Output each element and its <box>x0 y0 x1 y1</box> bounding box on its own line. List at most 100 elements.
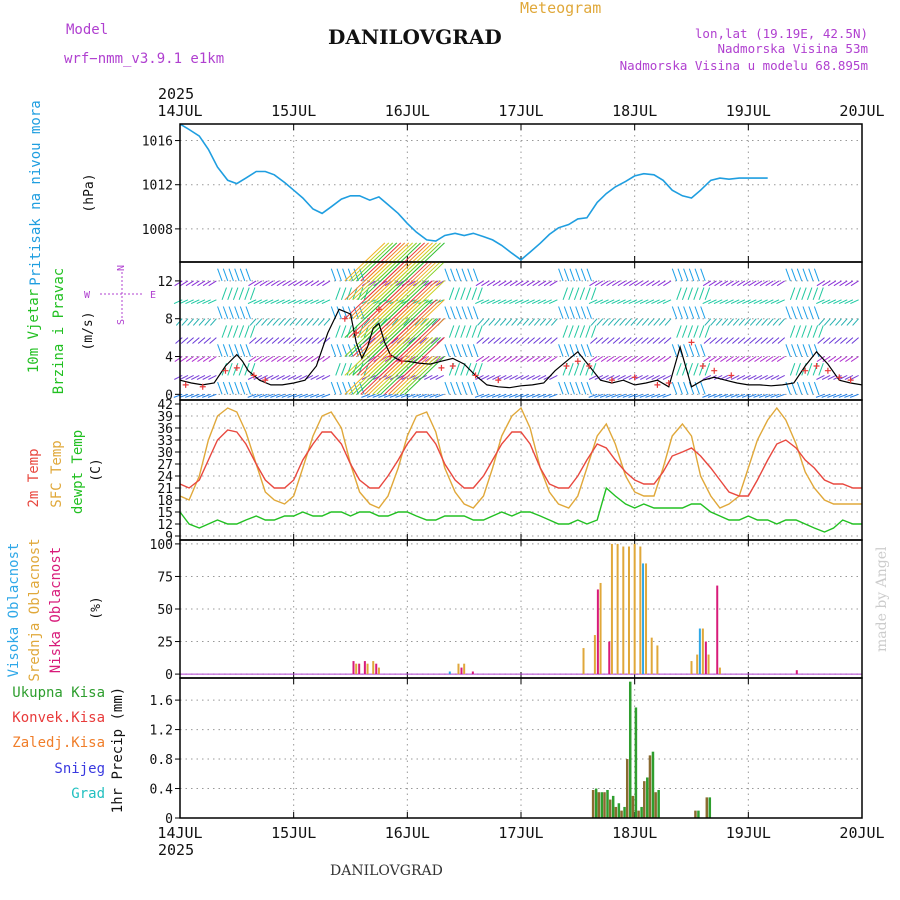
wind-barb <box>444 306 450 319</box>
precip-legend-ylabel_left4: Snijeg <box>54 761 105 777</box>
wind-barb <box>821 299 831 305</box>
wind-barb <box>818 318 825 326</box>
wind-barb <box>694 344 700 357</box>
wind-barb <box>708 280 717 287</box>
wind-barb <box>646 280 655 287</box>
wind-barb <box>305 280 314 287</box>
wind-barb <box>514 299 524 305</box>
wind-barb <box>217 381 223 395</box>
wind-barb <box>833 280 842 287</box>
wind-barb <box>671 306 678 319</box>
wind-barb <box>795 325 801 338</box>
wind-barb <box>448 325 455 338</box>
wind-barb <box>585 325 591 338</box>
wind-barb <box>248 280 257 287</box>
precip-bar-total <box>646 777 649 818</box>
wind-barb <box>591 325 597 338</box>
wind-barb <box>617 280 626 287</box>
wind-barb <box>531 299 541 305</box>
precip-bar-total <box>657 790 660 818</box>
wind-barb <box>658 318 666 326</box>
wind-barb <box>504 356 513 363</box>
wind-barb <box>366 393 376 398</box>
wind-barb <box>827 299 837 305</box>
wind-barb <box>227 363 233 376</box>
wind-barb <box>281 393 291 398</box>
wind-barb <box>687 363 693 376</box>
wind-barb <box>515 356 524 363</box>
wind-barb <box>845 280 854 287</box>
wind-barb <box>730 393 740 398</box>
wind-barb <box>521 337 530 344</box>
y-tick-label: 18 <box>157 494 173 509</box>
wind-gust-marker <box>824 367 831 374</box>
wind-barb <box>486 299 496 305</box>
wind-barb <box>703 337 712 344</box>
wind-barb <box>310 280 319 287</box>
wind-barb <box>713 299 723 305</box>
wind-barb <box>323 318 331 326</box>
wind-barb <box>486 374 496 380</box>
wind-barb <box>839 280 848 287</box>
wind-barb <box>771 280 780 287</box>
wind-barb <box>617 299 626 305</box>
wind-barb <box>776 393 785 398</box>
wind-barb <box>378 393 388 398</box>
wind-barb <box>299 356 308 363</box>
cloud-bar-mid <box>377 667 380 675</box>
precip-bar-convective <box>631 795 635 818</box>
wind-barb <box>505 318 513 326</box>
wind-barb <box>222 344 229 357</box>
wind-barb <box>677 381 683 395</box>
y-tick-label: 24 <box>157 470 173 485</box>
wind-barb <box>612 356 621 363</box>
wind-barb <box>601 337 609 344</box>
wind-barb <box>629 280 638 287</box>
wind-barb <box>748 374 757 380</box>
wind-barb <box>802 268 808 282</box>
cloud-bar-high <box>448 671 451 675</box>
wind-barb <box>250 287 256 300</box>
wind-barb <box>821 393 831 398</box>
wind-barb-strong <box>388 355 429 395</box>
cloud-bar-mid <box>355 663 358 675</box>
wind-barb <box>606 280 615 287</box>
wind-barb <box>497 393 507 398</box>
wind-barb <box>755 318 763 326</box>
wind-barb <box>719 299 729 305</box>
wind-barb <box>725 356 734 363</box>
y-tick-label: 12 <box>157 518 173 533</box>
wind-barb <box>487 356 496 363</box>
x-tick-label: 19JUL <box>726 102 771 120</box>
wind-barb <box>573 287 580 300</box>
wind-barb <box>408 337 416 344</box>
precip-bar-convective <box>614 806 618 818</box>
cloud-bar-low <box>363 661 366 675</box>
wind-barb <box>336 268 342 282</box>
wind-barb <box>586 306 592 319</box>
wind-barb <box>849 393 859 398</box>
wind-barb <box>396 280 405 287</box>
wind-barb <box>754 337 763 344</box>
compass-cross <box>100 272 144 318</box>
wind-barb <box>372 393 382 398</box>
wind-barb <box>640 374 649 380</box>
wind-barb <box>743 337 751 344</box>
wind-barb <box>260 337 268 344</box>
wind-barb <box>321 299 331 305</box>
wind-barb-strong <box>392 280 433 320</box>
wind-barb-strong <box>400 280 441 320</box>
wind-barb <box>454 325 460 338</box>
wind-barb <box>607 337 615 344</box>
wind-barb <box>770 374 780 380</box>
wind-barb <box>503 374 513 380</box>
wind-barb <box>765 374 774 380</box>
wind-barb <box>851 337 859 344</box>
wind-barb <box>430 337 439 344</box>
wind-barb <box>492 356 501 363</box>
wind-barb <box>545 318 553 326</box>
wind-barb <box>742 299 751 305</box>
wind-barb <box>197 356 206 363</box>
wind-barb <box>749 318 757 326</box>
wind-barb <box>770 299 780 305</box>
